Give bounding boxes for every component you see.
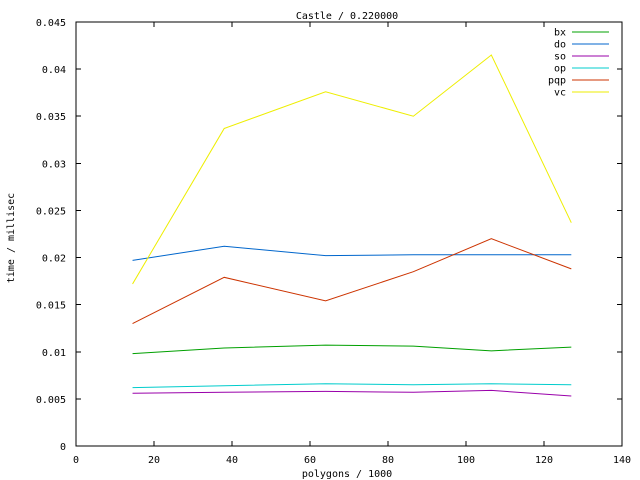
y-tick-label: 0.01 — [42, 348, 66, 359]
series-line-op — [132, 383, 572, 389]
y-tick-label: 0.045 — [36, 18, 66, 29]
y-tick-label: 0.02 — [42, 254, 66, 265]
x-tick-label: 120 — [535, 455, 553, 466]
x-tick-label: 40 — [226, 455, 238, 466]
legend-label-do: do — [554, 40, 566, 51]
y-tick-label: 0.005 — [36, 395, 66, 406]
x-tick-label: 80 — [382, 455, 394, 466]
series-line-do — [132, 245, 572, 261]
y-tick-label: 0.025 — [36, 206, 66, 217]
x-tick-label: 60 — [304, 455, 316, 466]
y-tick-label: 0 — [60, 442, 66, 453]
legend-label-bx: bx — [554, 28, 566, 39]
legend-label-vc: vc — [554, 88, 566, 99]
series-line-bx — [132, 344, 572, 355]
x-tick-label: 20 — [148, 455, 160, 466]
y-tick-label: 0.03 — [42, 159, 66, 170]
y-tick-label: 0.04 — [42, 65, 66, 76]
x-tick-label: 140 — [613, 455, 631, 466]
x-tick-label: 0 — [73, 455, 79, 466]
legend-label-so: so — [554, 52, 566, 63]
legend-label-op: op — [554, 64, 566, 75]
plot-frame — [75, 21, 623, 447]
series-lines — [132, 54, 572, 397]
axes: 0 20 40 60 80 100 120 140 0 0.005 0.01 0.015 0.02 0.0… — [36, 18, 631, 466]
series-line-pqp — [132, 238, 572, 324]
series-line-vc — [132, 54, 572, 285]
y-tick-label: 0.015 — [36, 301, 66, 312]
legend-label-pqp: pqp — [548, 76, 566, 87]
chart-title: Castle / 0.220000 — [296, 11, 398, 22]
y-tick-label: 0.035 — [36, 112, 66, 123]
x-axis-label: polygons / 1000 — [302, 469, 392, 480]
series-line-so — [132, 389, 572, 397]
y-axis-label: time / millisec — [6, 193, 17, 283]
x-tick-label: 100 — [457, 455, 475, 466]
